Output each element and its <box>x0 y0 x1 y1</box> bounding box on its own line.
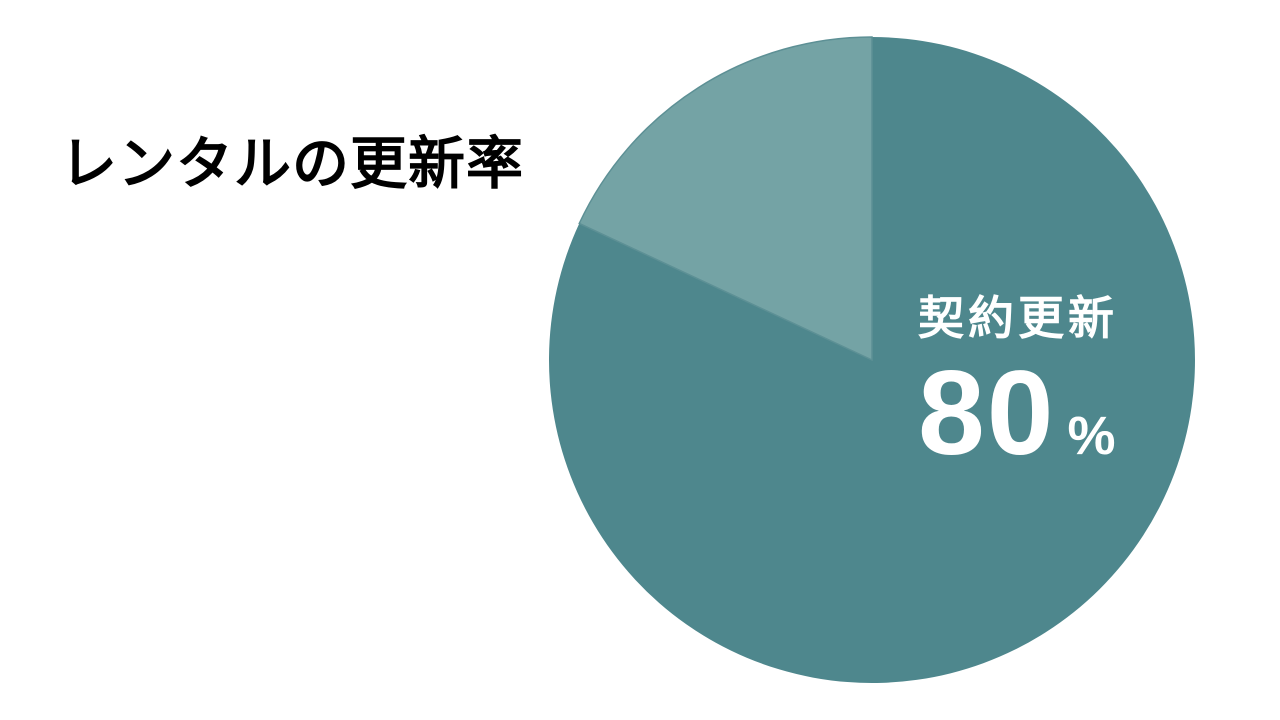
chart-title: レンタルの更新率 <box>60 132 524 196</box>
slice-label-category: 契約更新 <box>918 292 1118 344</box>
pie-slice-remainder <box>578 36 873 362</box>
slice-label: 契約更新 80 % <box>918 292 1118 473</box>
slice-label-value: 80 <box>918 345 1056 480</box>
slice-label-unit: % <box>1067 405 1116 466</box>
slice-label-value-row: 80 % <box>918 353 1118 473</box>
